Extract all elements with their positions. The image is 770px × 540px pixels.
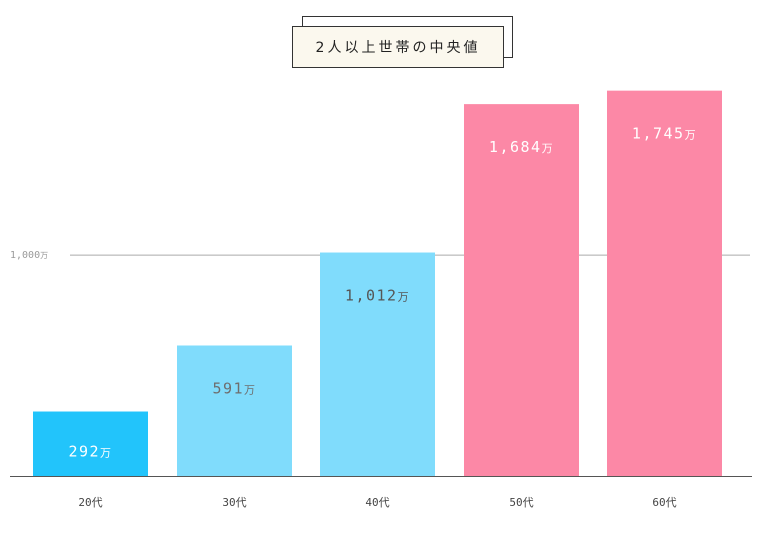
category-label-5: 60代 — [652, 496, 676, 509]
bar-value-label-2: 591万 — [212, 379, 256, 397]
chart-title: 2人以上世帯の中央値 — [292, 26, 504, 68]
category-label-2: 30代 — [222, 496, 246, 509]
bar-5 — [607, 90, 722, 476]
bar-value-label-1: 292万 — [68, 443, 112, 461]
category-label-1: 20代 — [78, 496, 102, 509]
category-label-4: 50代 — [509, 496, 533, 509]
bar-2 — [177, 345, 292, 476]
bar-1 — [33, 411, 148, 476]
category-label-3: 40代 — [365, 496, 389, 509]
bar-3 — [320, 252, 435, 476]
bar-4 — [464, 104, 579, 476]
bar-value-label-3: 1,012万 — [345, 287, 410, 305]
bar-value-label-4: 1,684万 — [489, 138, 554, 156]
reference-line-label: 1,000万 — [10, 250, 48, 261]
bar-value-label-5: 1,745万 — [632, 125, 697, 143]
